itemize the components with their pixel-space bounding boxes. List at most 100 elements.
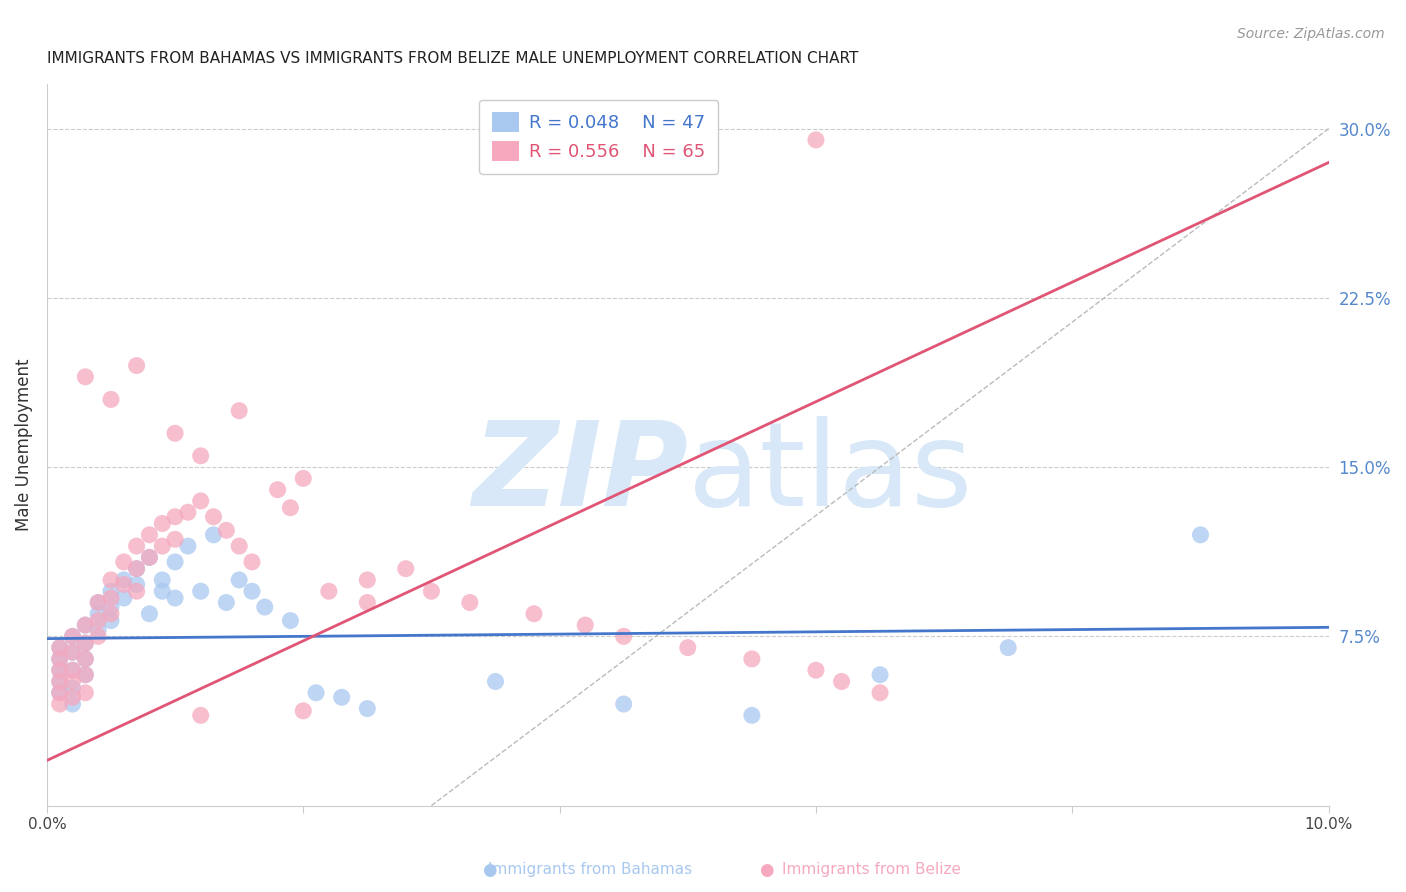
- Point: [165, 426, 187, 441]
- Point: [253, 600, 276, 615]
- Point: [484, 674, 506, 689]
- Point: [150, 516, 173, 531]
- Point: [741, 652, 763, 666]
- Point: [266, 483, 288, 497]
- Point: [62, 681, 84, 696]
- Point: [87, 595, 110, 609]
- Point: [62, 674, 84, 689]
- Point: [458, 595, 481, 609]
- Point: [138, 528, 160, 542]
- Point: [165, 591, 187, 605]
- Point: [87, 607, 110, 621]
- Point: [48, 697, 70, 711]
- Point: [100, 392, 122, 407]
- Point: [356, 573, 378, 587]
- Point: [75, 618, 97, 632]
- Text: IMMIGRANTS FROM BAHAMAS VS IMMIGRANTS FROM BELIZE MALE UNEMPLOYMENT CORRELATION : IMMIGRANTS FROM BAHAMAS VS IMMIGRANTS FR…: [46, 51, 858, 66]
- Point: [100, 573, 122, 587]
- Point: [48, 674, 70, 689]
- Point: [125, 539, 148, 553]
- Point: [125, 584, 148, 599]
- Point: [613, 629, 636, 643]
- Point: [318, 584, 340, 599]
- Point: [240, 555, 263, 569]
- Point: [177, 539, 200, 553]
- Point: [87, 595, 110, 609]
- Point: [869, 686, 891, 700]
- Text: ZIP: ZIP: [472, 416, 688, 531]
- Point: [177, 505, 200, 519]
- Point: [100, 600, 122, 615]
- Point: [87, 629, 110, 643]
- Text: Immigrants from Bahamas: Immigrants from Bahamas: [488, 863, 693, 877]
- Point: [48, 652, 70, 666]
- Point: [150, 539, 173, 553]
- Point: [356, 595, 378, 609]
- Point: [741, 708, 763, 723]
- Point: [280, 500, 302, 515]
- Text: Immigrants from Belize: Immigrants from Belize: [782, 863, 962, 877]
- Point: [228, 403, 250, 417]
- Point: [190, 494, 212, 508]
- Text: atlas: atlas: [688, 416, 973, 531]
- Point: [100, 584, 122, 599]
- Point: [48, 663, 70, 677]
- Point: [215, 524, 238, 538]
- Point: [62, 690, 84, 705]
- Point: [831, 674, 853, 689]
- Text: Source: ZipAtlas.com: Source: ZipAtlas.com: [1237, 27, 1385, 41]
- Point: [228, 573, 250, 587]
- Point: [100, 607, 122, 621]
- Point: [280, 614, 302, 628]
- Point: [190, 584, 212, 599]
- Text: ●: ●: [759, 861, 773, 879]
- Point: [1189, 528, 1212, 542]
- Point: [125, 562, 148, 576]
- Point: [305, 686, 328, 700]
- Point: [62, 663, 84, 677]
- Point: [48, 674, 70, 689]
- Point: [75, 618, 97, 632]
- Point: [75, 652, 97, 666]
- Point: [613, 697, 636, 711]
- Point: [75, 686, 97, 700]
- Point: [48, 686, 70, 700]
- Point: [62, 629, 84, 643]
- Point: [356, 701, 378, 715]
- Point: [75, 667, 97, 681]
- Y-axis label: Male Unemployment: Male Unemployment: [15, 359, 32, 531]
- Point: [48, 663, 70, 677]
- Point: [75, 636, 97, 650]
- Point: [48, 640, 70, 655]
- Point: [997, 640, 1019, 655]
- Point: [292, 704, 315, 718]
- Point: [228, 539, 250, 553]
- Point: [100, 591, 122, 605]
- Point: [138, 550, 160, 565]
- Point: [202, 509, 225, 524]
- Point: [125, 359, 148, 373]
- Point: [100, 614, 122, 628]
- Point: [87, 623, 110, 637]
- Point: [112, 555, 135, 569]
- Point: [869, 667, 891, 681]
- Point: [62, 645, 84, 659]
- Point: [138, 607, 160, 621]
- Point: [150, 584, 173, 599]
- Point: [112, 577, 135, 591]
- Point: [48, 686, 70, 700]
- Point: [190, 449, 212, 463]
- Text: ●: ●: [482, 861, 496, 879]
- Point: [676, 640, 699, 655]
- Point: [330, 690, 353, 705]
- Legend: R = 0.048    N = 47, R = 0.556    N = 65: R = 0.048 N = 47, R = 0.556 N = 65: [479, 100, 718, 174]
- Point: [574, 618, 596, 632]
- Point: [62, 663, 84, 677]
- Point: [523, 607, 546, 621]
- Point: [125, 562, 148, 576]
- Point: [138, 550, 160, 565]
- Point: [75, 667, 97, 681]
- Point: [292, 471, 315, 485]
- Point: [87, 614, 110, 628]
- Point: [190, 708, 212, 723]
